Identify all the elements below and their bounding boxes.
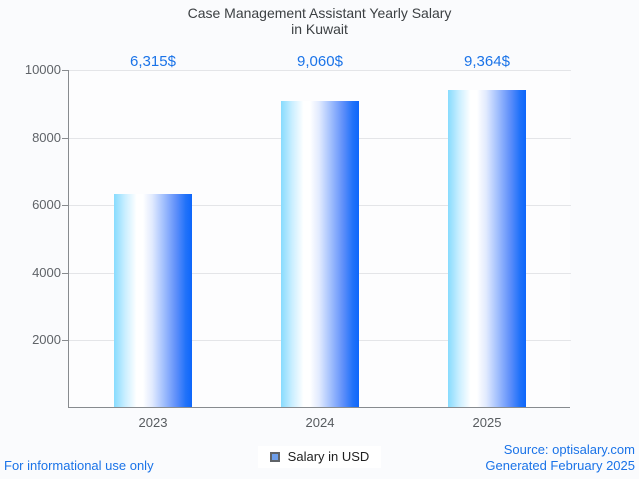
y-axis-label-4000: 4000 <box>32 265 61 280</box>
bar-2023 <box>114 194 192 407</box>
legend-box: Salary in USD <box>257 446 382 468</box>
value-label-2023: 6,315$ <box>130 53 176 70</box>
x-axis-label-2024: 2024 <box>305 415 335 430</box>
value-label-2025: 9,364$ <box>464 53 510 70</box>
y-axis-label-6000: 6000 <box>32 197 61 212</box>
bar-2025 <box>448 90 526 407</box>
y-axis-tick-2000 <box>62 340 69 341</box>
x-axis-label-2023: 2023 <box>138 415 168 430</box>
footer-generated-line: Generated February 2025 <box>485 458 635 473</box>
plot-area: 2000 4000 6000 8000 10000 6,315$ 2023 9,060$ 202… <box>25 53 571 430</box>
footer-disclaimer: For informational use only <box>4 458 154 473</box>
legend: Salary in USD <box>0 446 639 468</box>
y-axis-label-8000: 8000 <box>32 130 61 145</box>
chart-title-line1: Case Management Assistant Yearly Salary <box>187 5 452 21</box>
chart-title-line2: in Kuwait <box>291 21 348 37</box>
y-axis-tick-10000 <box>62 70 69 71</box>
bar-2024 <box>281 101 359 407</box>
legend-swatch-icon <box>269 451 280 462</box>
chart-title: Case Management Assistant Yearly Salary … <box>0 5 639 37</box>
footer-source-line: Source: optisalary.com <box>503 442 635 457</box>
gridline-10000 <box>69 70 571 71</box>
y-axis-label-2000: 2000 <box>32 332 61 347</box>
y-axis-tick-8000 <box>62 138 69 139</box>
footer-source: Source: optisalary.com Generated Februar… <box>485 442 635 474</box>
value-label-2024: 9,060$ <box>297 53 343 70</box>
y-axis-tick-6000 <box>62 205 69 206</box>
x-axis-label-2025: 2025 <box>472 415 502 430</box>
y-axis-tick-4000 <box>62 273 69 274</box>
y-axis-label-10000: 10000 <box>24 62 61 77</box>
legend-label: Salary in USD <box>287 449 370 464</box>
